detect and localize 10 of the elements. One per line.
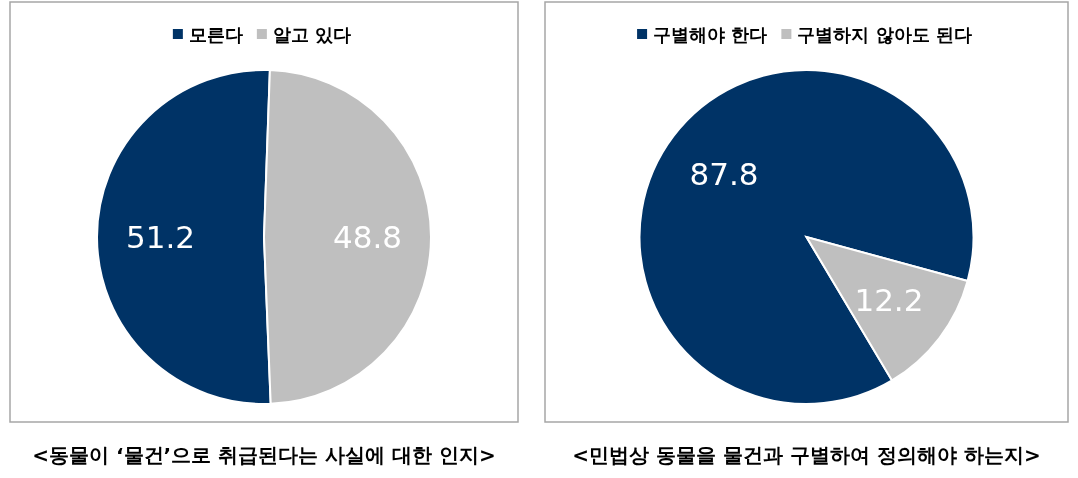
- text: <동물이 ‘물건’으로 취급된다는 사실에 대한 인지>: [32, 443, 496, 467]
- data-label: 87.8: [689, 156, 759, 193]
- legend-label: 알고 있다: [272, 24, 352, 45]
- legend-label: 구별해야 한다: [653, 24, 768, 45]
- data-label: 12.2: [854, 281, 924, 318]
- legend-label: 구별하지 않아도 된다: [797, 24, 972, 45]
- data-label: 51.2: [125, 219, 195, 256]
- data-label: 48.8: [333, 218, 403, 255]
- text: <민법상 동물을 물건과 구별하여 정의해야 하는지>: [572, 443, 1041, 467]
- legend-label: 모른다: [188, 24, 243, 45]
